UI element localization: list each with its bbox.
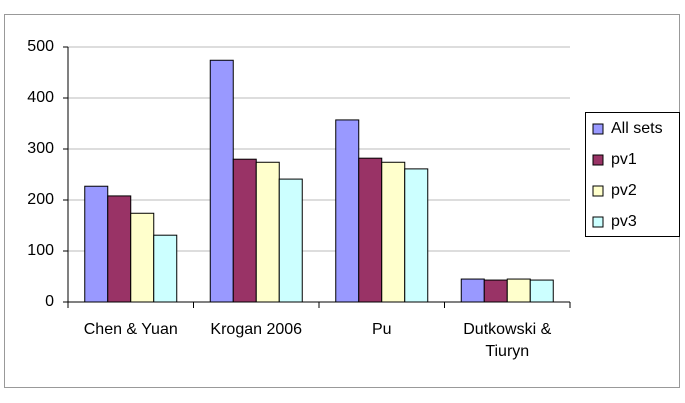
bar xyxy=(460,278,485,303)
bar xyxy=(107,195,132,303)
bar xyxy=(483,279,508,303)
bar xyxy=(506,278,531,303)
bar xyxy=(84,185,109,303)
bar xyxy=(209,59,234,303)
y-tick-label: 300 xyxy=(27,140,54,157)
bar xyxy=(255,161,280,303)
legend-swatch xyxy=(592,123,604,135)
bar xyxy=(358,157,383,303)
bar xyxy=(404,168,429,303)
bar xyxy=(153,234,178,303)
x-tick-label: Krogan 2006 xyxy=(210,321,303,338)
legend-label: pv1 xyxy=(611,151,637,168)
legend-swatch xyxy=(592,185,604,197)
bar xyxy=(232,158,257,303)
y-tick-label: 400 xyxy=(27,89,54,106)
y-tick-label: 500 xyxy=(27,38,54,55)
bar xyxy=(335,119,360,303)
legend-label: pv3 xyxy=(611,213,637,230)
x-tick-label: Pu xyxy=(371,321,392,338)
bar xyxy=(130,212,155,303)
legend-swatch xyxy=(592,216,604,228)
y-tick-label: 200 xyxy=(27,191,54,208)
legend-label: pv2 xyxy=(611,182,637,199)
legend-label: All sets xyxy=(611,120,663,137)
bar xyxy=(278,178,303,303)
y-tick-label: 0 xyxy=(45,293,54,310)
x-tick-label: Dutkowski & Tiuryn xyxy=(463,321,552,360)
x-tick-label: Chen & Yuan xyxy=(83,321,178,338)
legend-swatch xyxy=(592,154,604,166)
bar xyxy=(381,161,406,303)
bar xyxy=(529,279,554,303)
y-tick-label: 100 xyxy=(27,242,54,259)
